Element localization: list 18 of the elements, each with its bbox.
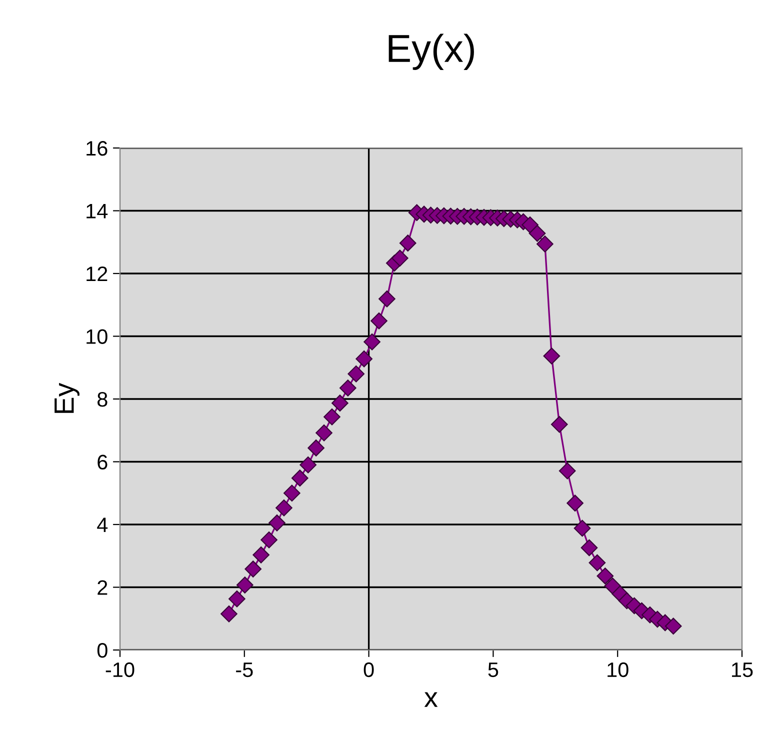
chart-title: Ey(x) [388,34,474,70]
x-tick-label: 5 [488,662,498,678]
x-tick-label: -5 [236,662,253,678]
y-tick-label: 0 [97,643,108,658]
x-tick-label: 15 [732,662,753,678]
x-axis-title: x [424,692,438,707]
y-tick-label: 2 [98,580,108,595]
x-tick-label: 10 [608,662,628,678]
y-tick-label: 6 [98,454,108,470]
y-tick-label: 4 [97,518,108,532]
y-axis-title: Ey [54,382,80,413]
y-tick-label: 14 [86,204,108,218]
y-tick-label: 8 [98,392,108,407]
x-tick-label: 0 [364,662,374,678]
y-tick-label: 10 [86,329,108,344]
y-tick-label: 16 [86,141,108,156]
x-tick-label: -10 [106,662,134,678]
y-tick-label: 12 [86,266,108,282]
